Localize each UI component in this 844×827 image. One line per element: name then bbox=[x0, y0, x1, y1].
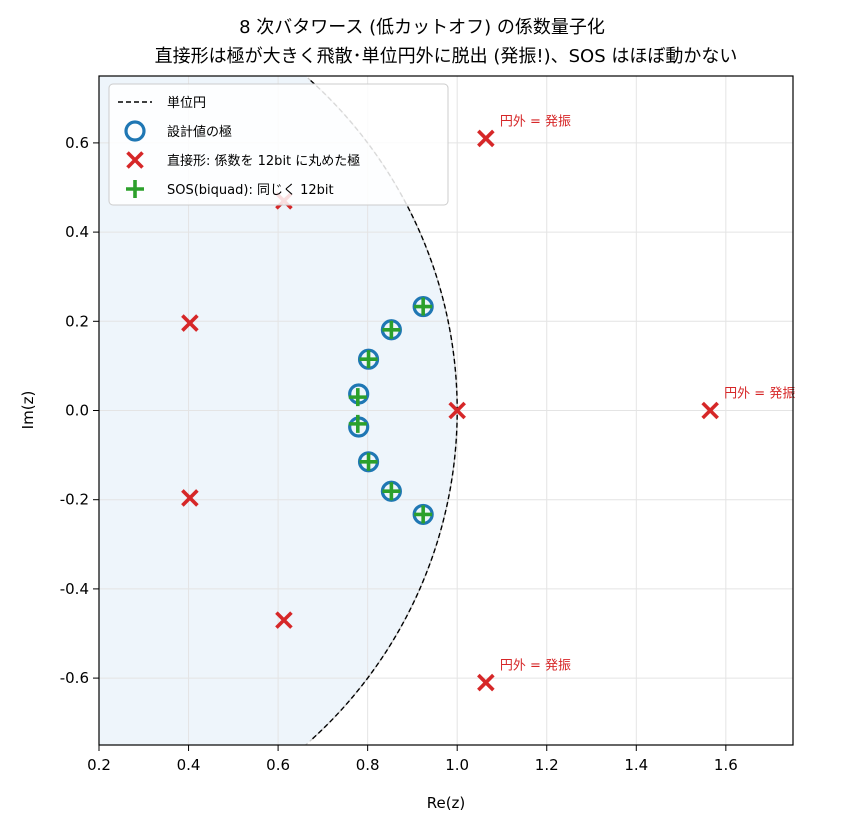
x-tick-label: 0.4 bbox=[177, 756, 201, 774]
x-stroke bbox=[181, 489, 199, 507]
direct-form-pole-marker bbox=[477, 673, 495, 692]
legend-marker-swatch bbox=[126, 151, 144, 169]
grid-lines bbox=[98, 76, 793, 745]
x-stroke bbox=[477, 129, 495, 148]
direct-form-pole-marker bbox=[275, 611, 293, 629]
x-axis-label: Re(z) bbox=[427, 794, 466, 812]
x-tick-label: 1.6 bbox=[714, 756, 738, 774]
sos-pole-marker bbox=[414, 297, 433, 316]
x-tick-label: 1.4 bbox=[624, 756, 648, 774]
sos-pole-marker bbox=[348, 414, 367, 433]
chart-title: 8 次バタワース (低カットオフ) の係数量子化 bbox=[239, 17, 605, 38]
direct-form-pole-marker bbox=[448, 401, 466, 420]
legend-box bbox=[108, 83, 449, 206]
sos-pole-marker bbox=[382, 320, 401, 339]
legend-entry-label: 直接形: 係数を 12bit に丸めた極 bbox=[167, 153, 360, 169]
sos-pole-marker bbox=[359, 452, 378, 471]
legend-entry-label: SOS(biquad): 同じく 12bit bbox=[167, 183, 334, 198]
x-stroke bbox=[181, 314, 199, 332]
x-stroke bbox=[701, 401, 719, 420]
annotation-label: 円外 = 発振 bbox=[500, 114, 571, 129]
y-tick-label: 0.6 bbox=[65, 134, 89, 152]
sos-pole-marker bbox=[359, 350, 378, 369]
axis-ticks: 0.2 0.4 0.6 0.8 1.0 1.2 1.4 1.6 -0.6 -0.4 -0.2 0.0 0… bbox=[60, 134, 738, 774]
x-tick-label: 0.8 bbox=[356, 756, 380, 774]
y-tick-label: -0.2 bbox=[60, 491, 89, 509]
annotation-label: 円外 = 発振 bbox=[500, 659, 571, 674]
x-stroke bbox=[126, 151, 144, 169]
legend-marker-swatch bbox=[124, 120, 146, 142]
x-tick-label: 0.2 bbox=[87, 756, 111, 774]
annotation-label: 円外 = 発振 bbox=[724, 387, 795, 402]
x-tick-label: 1.2 bbox=[535, 756, 559, 774]
direct-form-pole-marker bbox=[701, 401, 719, 420]
direct-form-pole-marker bbox=[477, 129, 495, 148]
sos-pole-marker bbox=[382, 482, 401, 501]
y-axis-label: Im(z) bbox=[19, 391, 37, 430]
legend-entry-label: 単位円 bbox=[167, 95, 206, 111]
x-stroke bbox=[448, 401, 466, 420]
sos-pole-marker bbox=[348, 388, 367, 407]
legend-entry-label: 設計値の極 bbox=[167, 124, 232, 140]
x-stroke bbox=[275, 611, 293, 629]
x-tick-label: 0.6 bbox=[266, 756, 290, 774]
chart-subtitle: 直接形は極が大きく飛散･単位円外に脱出 (発振!)、SOS はほぼ動かない bbox=[155, 46, 738, 67]
y-tick-label: 0.0 bbox=[65, 402, 89, 420]
direct-form-pole-marker bbox=[181, 489, 199, 507]
sos-pole-marker bbox=[414, 505, 433, 524]
x-stroke bbox=[477, 673, 495, 692]
legend-marker-swatch bbox=[126, 180, 144, 198]
x-tick-label: 1.0 bbox=[445, 756, 469, 774]
y-tick-label: 0.4 bbox=[65, 223, 89, 241]
y-tick-label: -0.4 bbox=[60, 580, 89, 598]
y-tick-label: -0.6 bbox=[60, 669, 89, 687]
direct-form-pole-marker bbox=[181, 314, 199, 332]
y-tick-label: 0.2 bbox=[65, 312, 89, 330]
